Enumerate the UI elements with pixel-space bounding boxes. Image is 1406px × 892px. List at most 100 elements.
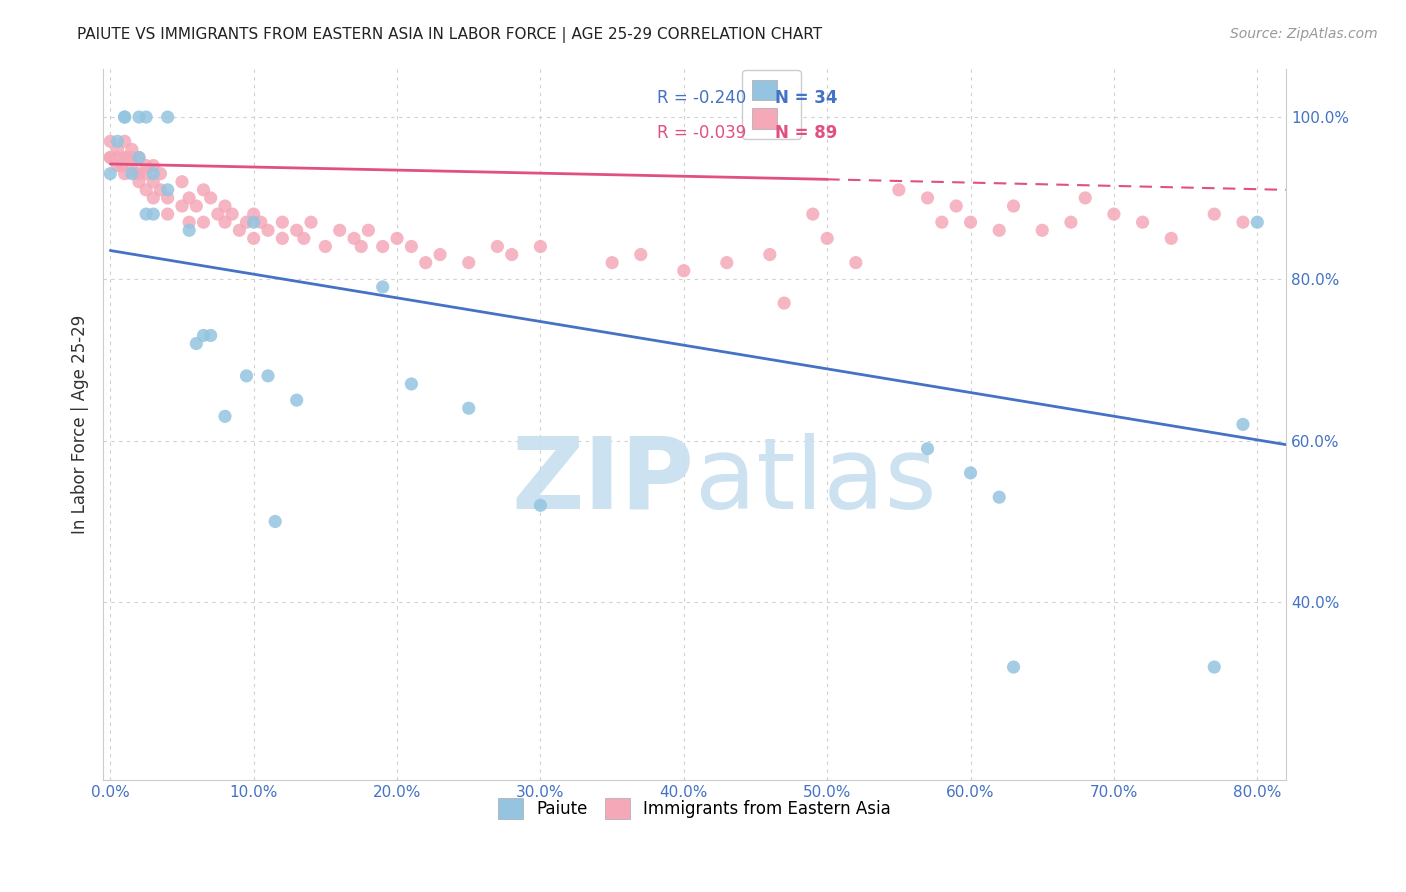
Point	[121, 142, 143, 156]
Point	[193, 215, 215, 229]
Text: R = -0.039: R = -0.039	[657, 124, 747, 142]
Point	[1232, 215, 1254, 229]
Point	[264, 515, 287, 529]
Point	[142, 175, 165, 189]
Point	[350, 239, 373, 253]
Point	[815, 231, 838, 245]
Point	[128, 167, 150, 181]
Text: ZIP: ZIP	[512, 433, 695, 530]
Point	[228, 223, 250, 237]
Point	[357, 223, 380, 237]
Point	[128, 151, 150, 165]
Point	[917, 191, 939, 205]
Point	[142, 159, 165, 173]
Text: PAIUTE VS IMMIGRANTS FROM EASTERN ASIA IN LABOR FORCE | AGE 25-29 CORRELATION CH: PAIUTE VS IMMIGRANTS FROM EASTERN ASIA I…	[77, 27, 823, 43]
Point	[114, 110, 136, 124]
Point	[156, 191, 179, 205]
Point	[121, 167, 143, 181]
Point	[271, 215, 294, 229]
Point	[401, 376, 423, 391]
Point	[285, 223, 308, 237]
Point	[170, 175, 193, 189]
Point	[114, 134, 136, 148]
Point	[179, 215, 201, 229]
Point	[107, 159, 129, 173]
Point	[887, 183, 910, 197]
Point	[114, 110, 136, 124]
Point	[292, 231, 315, 245]
Point	[385, 231, 408, 245]
Point	[959, 466, 981, 480]
Point	[98, 151, 121, 165]
Point	[179, 191, 201, 205]
Point	[125, 167, 148, 181]
Point	[114, 167, 136, 181]
Point	[1102, 207, 1125, 221]
Point	[214, 215, 236, 229]
Point	[486, 239, 509, 253]
Point	[299, 215, 322, 229]
Point	[179, 223, 201, 237]
Point	[959, 215, 981, 229]
Point	[135, 167, 157, 181]
Point	[170, 199, 193, 213]
Point	[1232, 417, 1254, 432]
Point	[149, 167, 172, 181]
Point	[186, 336, 208, 351]
Point	[200, 191, 222, 205]
Point	[1246, 215, 1268, 229]
Point	[235, 368, 257, 383]
Point	[917, 442, 939, 456]
Point	[529, 498, 551, 512]
Point	[773, 296, 796, 310]
Text: Source: ZipAtlas.com: Source: ZipAtlas.com	[1230, 27, 1378, 41]
Point	[107, 151, 129, 165]
Point	[371, 280, 394, 294]
Point	[457, 255, 479, 269]
Point	[156, 207, 179, 221]
Point	[988, 223, 1011, 237]
Point	[329, 223, 352, 237]
Point	[98, 151, 121, 165]
Point	[207, 207, 229, 221]
Point	[250, 215, 273, 229]
Point	[1074, 191, 1097, 205]
Point	[1160, 231, 1182, 245]
Text: atlas: atlas	[695, 433, 936, 530]
Point	[135, 110, 157, 124]
Point	[1204, 207, 1226, 221]
Point	[142, 191, 165, 205]
Point	[1204, 660, 1226, 674]
Point	[457, 401, 479, 416]
Point	[149, 183, 172, 197]
Point	[931, 215, 953, 229]
Point	[98, 134, 121, 148]
Point	[128, 175, 150, 189]
Point	[107, 134, 129, 148]
Point	[529, 239, 551, 253]
Point	[401, 239, 423, 253]
Text: R = -0.240: R = -0.240	[657, 89, 747, 107]
Point	[156, 183, 179, 197]
Point	[135, 183, 157, 197]
Point	[716, 255, 738, 269]
Point	[285, 393, 308, 408]
Point	[1060, 215, 1083, 229]
Point	[630, 247, 652, 261]
Text: N = 34: N = 34	[775, 89, 838, 107]
Point	[214, 409, 236, 424]
Point	[142, 167, 165, 181]
Point	[200, 328, 222, 343]
Point	[128, 151, 150, 165]
Point	[214, 199, 236, 213]
Point	[128, 110, 150, 124]
Point	[672, 264, 695, 278]
Legend: Paiute, Immigrants from Eastern Asia: Paiute, Immigrants from Eastern Asia	[492, 792, 897, 825]
Y-axis label: In Labor Force | Age 25-29: In Labor Force | Age 25-29	[72, 315, 89, 534]
Point	[371, 239, 394, 253]
Point	[759, 247, 782, 261]
Point	[257, 223, 280, 237]
Point	[945, 199, 967, 213]
Point	[142, 207, 165, 221]
Point	[117, 151, 139, 165]
